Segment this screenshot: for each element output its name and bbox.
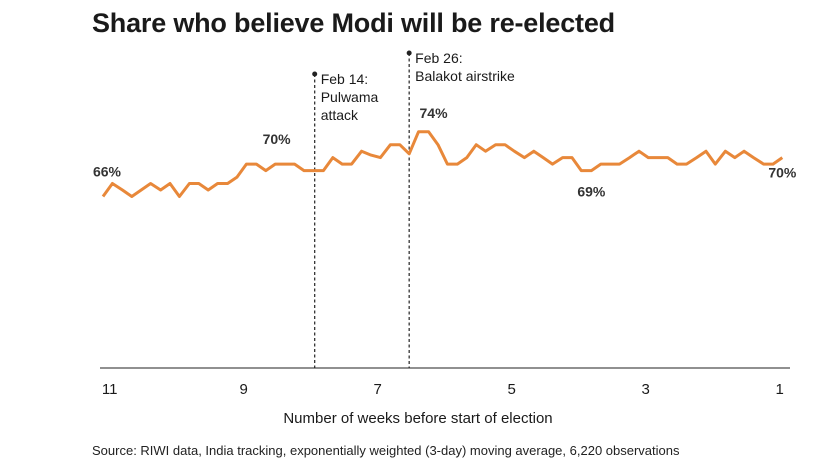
x-tick-label: 9 [240, 381, 248, 398]
event-annotations: Feb 14: Pulwama attack Feb 26: Balakot airst… [312, 50, 515, 368]
annotation-marker [406, 50, 412, 56]
annotation-marker [312, 71, 318, 77]
x-axis-ticks: 11 9 7 5 3 1 [102, 381, 784, 398]
series-line [101, 130, 784, 198]
data-label: 69% [577, 184, 606, 200]
data-label: 66% [93, 163, 122, 179]
x-axis-label: Number of weeks before start of election [283, 410, 552, 427]
x-tick-label: 7 [374, 381, 382, 398]
data-label: 70% [263, 131, 292, 147]
x-tick-label: 3 [641, 381, 649, 398]
x-tick-label: 1 [775, 381, 783, 398]
data-label: 70% [768, 165, 797, 181]
chart-title: Share who believe Modi will be re-electe… [92, 8, 615, 38]
data-labels: 66% 70% 74% 69% 70% [93, 105, 797, 200]
data-label: 74% [420, 105, 449, 121]
x-tick-label: 11 [102, 381, 118, 398]
x-tick-label: 5 [507, 381, 515, 398]
annotation-text: Feb 14: Pulwama attack [321, 71, 379, 123]
annotation-text: Feb 26: Balakot airstrike [415, 50, 515, 84]
chart-source: Source: RIWI data, India tracking, expon… [92, 443, 680, 458]
